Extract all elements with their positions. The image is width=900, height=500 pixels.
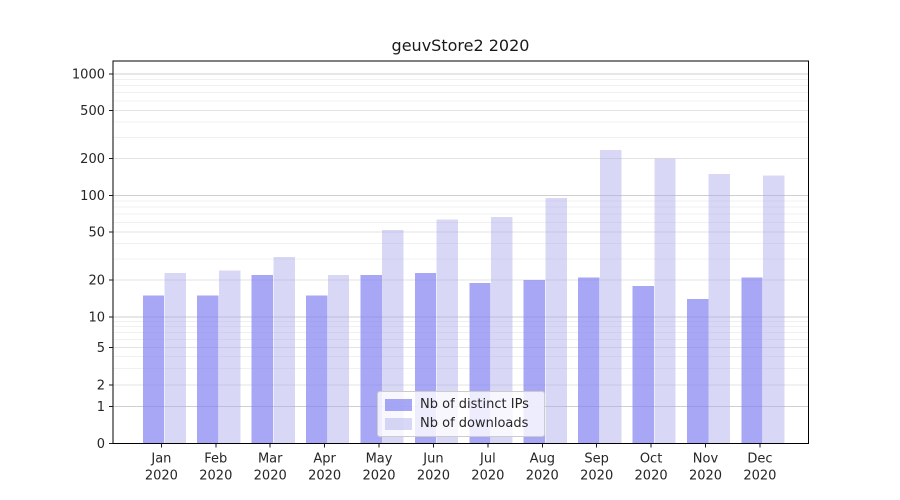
x-tick-label-year: 2020	[526, 468, 559, 483]
bar-distinct-ips-may	[360, 275, 382, 444]
x-tick-label-month: Feb	[204, 451, 227, 466]
bar-downloads-nov	[708, 173, 731, 444]
legend-label-downloads: Nb of downloads	[420, 416, 529, 431]
y-tick-label: 1000	[72, 67, 105, 82]
x-tick-label-month: Dec	[747, 451, 772, 466]
bar-downloads-aug	[545, 198, 567, 444]
bar-distinct-ips-sep	[578, 277, 600, 444]
x-tick-label-month: Jul	[479, 451, 496, 466]
bar-downloads-sep	[599, 150, 622, 444]
bar-distinct-ips-apr	[306, 295, 328, 444]
bar-distinct-ips-mar	[251, 275, 273, 444]
bar-distinct-ips-oct	[632, 285, 654, 444]
bar-downloads-jun	[436, 219, 458, 444]
x-tick-label-month: Aug	[530, 451, 555, 466]
x-tick-label-year: 2020	[580, 468, 613, 483]
x-tick-label-year: 2020	[743, 468, 776, 483]
x-tick-label-year: 2020	[362, 468, 395, 483]
legend-item-downloads: Nb of downloads	[385, 416, 537, 431]
bar-downloads-oct	[654, 158, 676, 444]
plot-border	[112, 60, 809, 444]
x-tick-label-month: Apr	[313, 451, 336, 466]
x-tick-label-month: Mar	[258, 451, 283, 466]
x-tick-label-month: Sep	[584, 451, 609, 466]
y-tick-label: 2	[97, 379, 105, 394]
x-tick-label-year: 2020	[635, 468, 668, 483]
y-tick-label: 500	[80, 104, 105, 119]
x-tick-label-year: 2020	[689, 468, 722, 483]
x-tick-label-month: Oct	[640, 451, 662, 466]
x-tick-label-year: 2020	[145, 468, 178, 483]
bar-distinct-ips-dec	[741, 277, 763, 444]
x-tick-label-month: Nov	[693, 451, 719, 466]
x-tick-label-month: Jun	[422, 451, 443, 466]
legend: Nb of distinct IPs Nb of downloads	[377, 391, 545, 437]
x-tick-label-year: 2020	[471, 468, 504, 483]
x-tick-label-year: 2020	[199, 468, 232, 483]
y-tick-label: 200	[80, 152, 105, 167]
bar-distinct-ips-feb	[197, 295, 219, 444]
x-tick-label-year: 2020	[308, 468, 341, 483]
y-tick-label: 10	[88, 310, 105, 325]
bar-downloads-jul	[491, 217, 513, 444]
legend-item-distinct-ips: Nb of distinct IPs	[385, 397, 537, 412]
legend-swatch-downloads	[385, 417, 412, 430]
y-tick-label: 5	[97, 341, 105, 356]
bar-downloads-apr	[327, 275, 350, 444]
legend-label-distinct-ips: Nb of distinct IPs	[420, 397, 529, 412]
x-tick-label-year: 2020	[417, 468, 450, 483]
y-tick-label: 0	[97, 437, 105, 452]
bar-downloads-mar	[273, 257, 295, 444]
y-tick-label: 100	[80, 189, 105, 204]
x-tick-label-month: May	[366, 451, 393, 466]
y-tick-label: 50	[88, 225, 105, 240]
x-tick-label-year: 2020	[254, 468, 287, 483]
bar-downloads-may	[382, 229, 404, 444]
bar-distinct-ips-nov	[686, 299, 709, 444]
y-tick-label: 1	[97, 400, 105, 415]
chart-title: geuvStore2 2020	[391, 36, 530, 55]
bar-downloads-dec	[763, 175, 785, 444]
y-tick-label: 20	[88, 274, 105, 289]
bar-downloads-feb	[219, 270, 241, 444]
bar-distinct-ips-jan	[142, 295, 165, 444]
x-tick-label-month: Jan	[150, 451, 171, 466]
legend-swatch-distinct-ips	[385, 398, 412, 411]
bar-downloads-jan	[164, 272, 186, 444]
